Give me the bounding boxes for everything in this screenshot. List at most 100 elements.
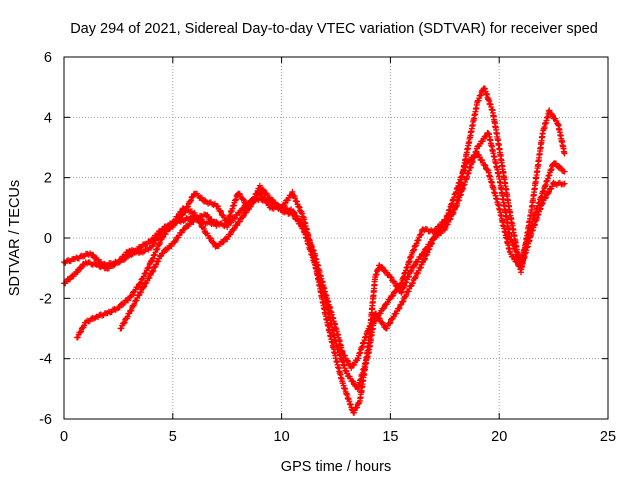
data-point	[513, 258, 520, 265]
data-point	[140, 273, 147, 280]
data-point	[379, 264, 386, 271]
tick-labels: 0 5 10 15 20 25 -6 -4 -2 0 2 4 6	[39, 50, 616, 445]
data-point	[128, 307, 135, 314]
data-point	[180, 226, 187, 233]
data-point	[155, 258, 162, 265]
data-point	[236, 218, 243, 225]
data-point	[118, 325, 125, 332]
data-point	[129, 292, 135, 299]
data-point	[240, 213, 247, 220]
x-tick-label: 15	[382, 429, 398, 445]
data-point	[168, 243, 175, 250]
x-tick-label: 0	[60, 429, 68, 445]
data-point	[141, 283, 148, 290]
data-point	[378, 263, 385, 270]
data-point	[282, 200, 289, 207]
series-2	[61, 85, 568, 416]
data-point	[260, 187, 267, 194]
data-point	[149, 268, 156, 275]
data-point	[381, 305, 388, 311]
plot-frame	[63, 56, 609, 420]
data-point	[354, 404, 361, 411]
data-point	[396, 305, 403, 312]
data-point	[227, 230, 234, 237]
data-point	[395, 305, 402, 312]
data-point	[177, 209, 184, 216]
y-tick-label: 6	[44, 50, 52, 66]
data-point	[181, 225, 188, 232]
data-point	[175, 213, 182, 220]
data-point	[78, 264, 85, 271]
data-point	[131, 301, 138, 308]
x-tick-label: 5	[169, 429, 177, 445]
data-point	[400, 298, 407, 305]
data-point	[207, 235, 214, 242]
data-point	[397, 302, 404, 309]
data-point	[240, 206, 247, 213]
data-point	[561, 150, 568, 157]
data-point	[262, 196, 269, 203]
data-point	[118, 256, 125, 263]
data-point	[380, 305, 387, 312]
data-point	[345, 358, 352, 365]
data-point	[387, 319, 394, 326]
data-point	[376, 315, 383, 322]
data-point	[411, 262, 418, 269]
data-point	[388, 274, 395, 281]
data-point	[510, 254, 517, 261]
plot-area	[61, 85, 568, 416]
data-point	[542, 195, 549, 202]
data-point	[430, 235, 437, 242]
data-point	[200, 225, 207, 232]
y-tick-label: 0	[44, 231, 52, 247]
data-point	[190, 218, 197, 225]
data-point	[124, 313, 131, 320]
data-point	[403, 292, 410, 299]
data-point	[390, 292, 397, 299]
y-tick-label: 4	[44, 110, 52, 126]
data-point	[121, 319, 128, 326]
data-point	[482, 162, 489, 169]
data-point	[399, 298, 406, 305]
data-point	[389, 293, 396, 300]
data-point	[248, 201, 255, 208]
data-point	[81, 322, 88, 329]
y-tick-label: -2	[39, 291, 52, 307]
series-3	[74, 150, 568, 393]
data-point	[259, 186, 266, 193]
data-point	[386, 296, 393, 303]
data-point	[137, 289, 144, 296]
data-point	[140, 284, 147, 291]
data-point	[248, 200, 255, 207]
data-point	[349, 377, 356, 384]
data-point	[383, 325, 390, 332]
data-point	[77, 329, 84, 336]
data-point	[386, 320, 393, 327]
data-point	[514, 259, 521, 266]
data-point	[384, 299, 391, 306]
x-tick-label: 25	[600, 429, 616, 445]
data-point	[217, 208, 224, 215]
series-4	[117, 211, 220, 332]
data-point	[159, 234, 166, 241]
data-point	[291, 212, 298, 219]
data-point	[251, 193, 258, 200]
data-point	[412, 273, 419, 280]
y-tick-label: -4	[39, 352, 52, 368]
data-point	[197, 219, 203, 226]
data-point	[147, 272, 154, 279]
data-point	[172, 237, 179, 244]
data-point	[240, 196, 247, 203]
data-point	[231, 216, 238, 223]
data-point	[166, 225, 173, 232]
data-point	[545, 189, 552, 196]
data-point	[239, 214, 246, 221]
data-point	[74, 334, 81, 341]
data-point	[245, 205, 252, 212]
data-point	[450, 209, 457, 216]
data-point	[484, 166, 491, 173]
data-point	[542, 194, 549, 201]
data-point	[150, 267, 157, 274]
data-point	[221, 214, 228, 221]
data-point	[231, 225, 238, 232]
